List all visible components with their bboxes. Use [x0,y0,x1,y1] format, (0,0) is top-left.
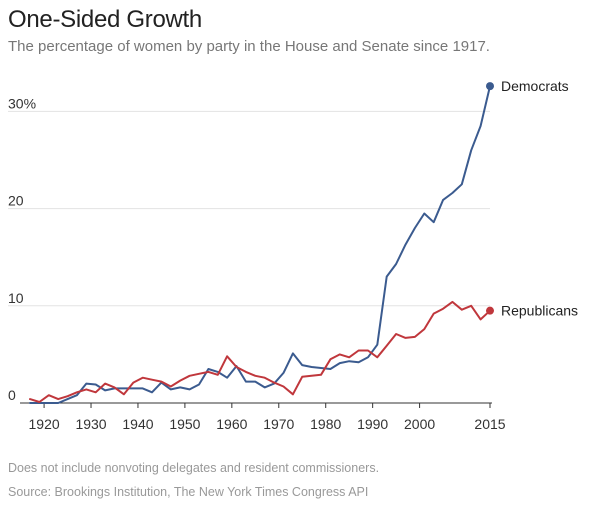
chart-title: One-Sided Growth [8,6,202,33]
y-tick-label: 0 [8,387,16,403]
x-tick-label: 1990 [357,416,388,432]
x-tick-label: 1940 [122,416,153,432]
x-tick-label: 1980 [310,416,341,432]
chart-note: Does not include nonvoting delegates and… [8,461,380,475]
democrats-endpoint [486,82,494,91]
republicans-label: Republicans [501,303,578,319]
x-tick-label: 1960 [216,416,247,432]
y-tick-label: 10 [8,290,24,306]
x-tick-label: 2015 [474,416,505,432]
x-tick-label: 2000 [404,416,435,432]
x-tick-label: 1920 [29,416,60,432]
chart-subtitle: The percentage of women by party in the … [8,38,490,55]
republicans-endpoint [486,306,494,315]
y-tick-label: 20 [8,193,24,209]
y-tick-label: 30% [8,95,36,111]
x-tick-label: 1930 [75,416,106,432]
x-tick-label: 1950 [169,416,200,432]
democrats-label: Democrats [501,78,569,94]
republicans-line [29,300,491,403]
chart-source: Source: Brookings Institution, The New Y… [8,485,369,499]
democrats-line [29,85,491,404]
x-tick-label: 1970 [263,416,294,432]
